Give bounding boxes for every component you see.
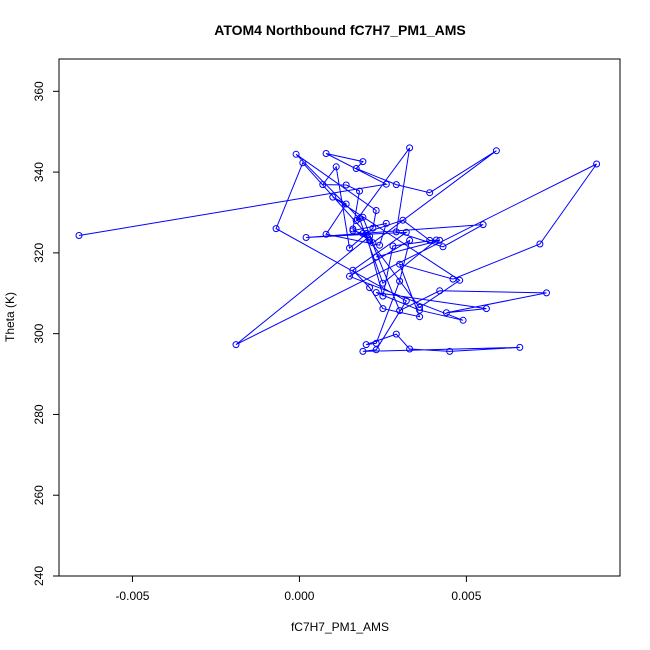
data-point bbox=[456, 276, 464, 284]
x-axis-label: fC7H7_PM1_AMS bbox=[291, 620, 389, 634]
data-point bbox=[482, 305, 490, 313]
data-point bbox=[402, 228, 410, 236]
data-point bbox=[342, 200, 350, 208]
y-tick-label: 360 bbox=[32, 81, 46, 101]
data-point bbox=[346, 272, 353, 280]
plot-frame bbox=[58, 58, 621, 577]
y-tick-label: 340 bbox=[32, 162, 46, 182]
x-tick-label: 0.000 bbox=[284, 589, 314, 603]
data-point bbox=[432, 236, 440, 244]
data-point bbox=[392, 228, 400, 236]
data-point bbox=[359, 213, 367, 221]
data-point bbox=[362, 341, 370, 349]
data-point bbox=[396, 260, 404, 268]
data-point bbox=[406, 144, 414, 152]
data-point bbox=[406, 345, 414, 353]
x-tick-label: -0.005 bbox=[115, 589, 149, 603]
data-point bbox=[232, 341, 240, 349]
data-point bbox=[396, 307, 404, 315]
data-point bbox=[516, 343, 524, 351]
data-point bbox=[299, 159, 307, 167]
data-point bbox=[446, 347, 454, 355]
data-point bbox=[379, 279, 387, 287]
data-point bbox=[356, 215, 363, 222]
data-point bbox=[272, 225, 280, 233]
data-point bbox=[459, 316, 467, 324]
data-point bbox=[332, 163, 340, 171]
data-point bbox=[359, 347, 367, 355]
series-points bbox=[75, 144, 601, 355]
data-point bbox=[366, 236, 374, 244]
data-point bbox=[376, 241, 384, 249]
data-point bbox=[342, 181, 350, 189]
y-tick-label: 320 bbox=[32, 243, 46, 263]
data-point bbox=[322, 230, 330, 238]
data-point bbox=[442, 309, 450, 317]
data-point bbox=[292, 150, 300, 158]
data-point bbox=[492, 147, 500, 155]
chart-title: ATOM4 Northbound fC7H7_PM1_AMS bbox=[214, 22, 466, 38]
data-point bbox=[402, 297, 410, 305]
data-point bbox=[379, 292, 387, 300]
y-tick-label: 300 bbox=[32, 323, 46, 343]
data-point bbox=[382, 180, 390, 188]
data-point bbox=[329, 193, 337, 201]
data-point bbox=[536, 240, 544, 248]
data-point bbox=[399, 216, 407, 224]
data-point bbox=[369, 224, 377, 232]
data-point bbox=[436, 236, 444, 244]
data-point bbox=[426, 189, 434, 197]
data-point bbox=[359, 158, 367, 166]
data-point bbox=[372, 207, 380, 214]
data-point bbox=[302, 234, 310, 241]
data-point bbox=[372, 253, 380, 261]
data-point bbox=[382, 219, 390, 227]
data-point bbox=[406, 236, 414, 244]
data-point bbox=[543, 289, 550, 297]
data-point bbox=[396, 277, 404, 285]
data-point bbox=[389, 242, 397, 250]
x-tick-label: 0.005 bbox=[451, 589, 481, 603]
data-point bbox=[416, 303, 424, 311]
data-point bbox=[479, 221, 487, 229]
x-axis: -0.005 0.000 0.005 bbox=[115, 576, 482, 603]
data-point bbox=[379, 305, 387, 313]
data-point bbox=[416, 306, 424, 314]
y-tick-label: 240 bbox=[32, 566, 46, 586]
data-point bbox=[372, 289, 380, 296]
series-line bbox=[78, 147, 598, 352]
data-point bbox=[319, 181, 327, 189]
data-point bbox=[392, 330, 400, 338]
data-point bbox=[349, 266, 357, 274]
data-point bbox=[436, 287, 444, 295]
y-axis-label: Theta (K) bbox=[3, 292, 17, 342]
data-point bbox=[359, 230, 367, 237]
data-point bbox=[426, 236, 434, 244]
y-axis: 240 260 280 300 320 340 360 bbox=[32, 81, 59, 586]
data-point bbox=[372, 346, 380, 354]
data-point bbox=[392, 181, 400, 189]
data-point bbox=[75, 232, 83, 239]
data-point bbox=[356, 187, 363, 195]
data-point bbox=[362, 230, 370, 237]
data-point bbox=[352, 165, 360, 172]
data-point bbox=[593, 160, 601, 168]
data-point bbox=[366, 284, 374, 292]
data-point bbox=[322, 150, 330, 157]
data-point bbox=[346, 244, 353, 252]
data-point bbox=[349, 227, 357, 235]
data-point bbox=[449, 275, 457, 283]
data-point bbox=[439, 243, 447, 251]
series-polyline bbox=[78, 147, 598, 352]
y-tick-label: 280 bbox=[32, 404, 46, 424]
y-tick-label: 260 bbox=[32, 485, 46, 505]
